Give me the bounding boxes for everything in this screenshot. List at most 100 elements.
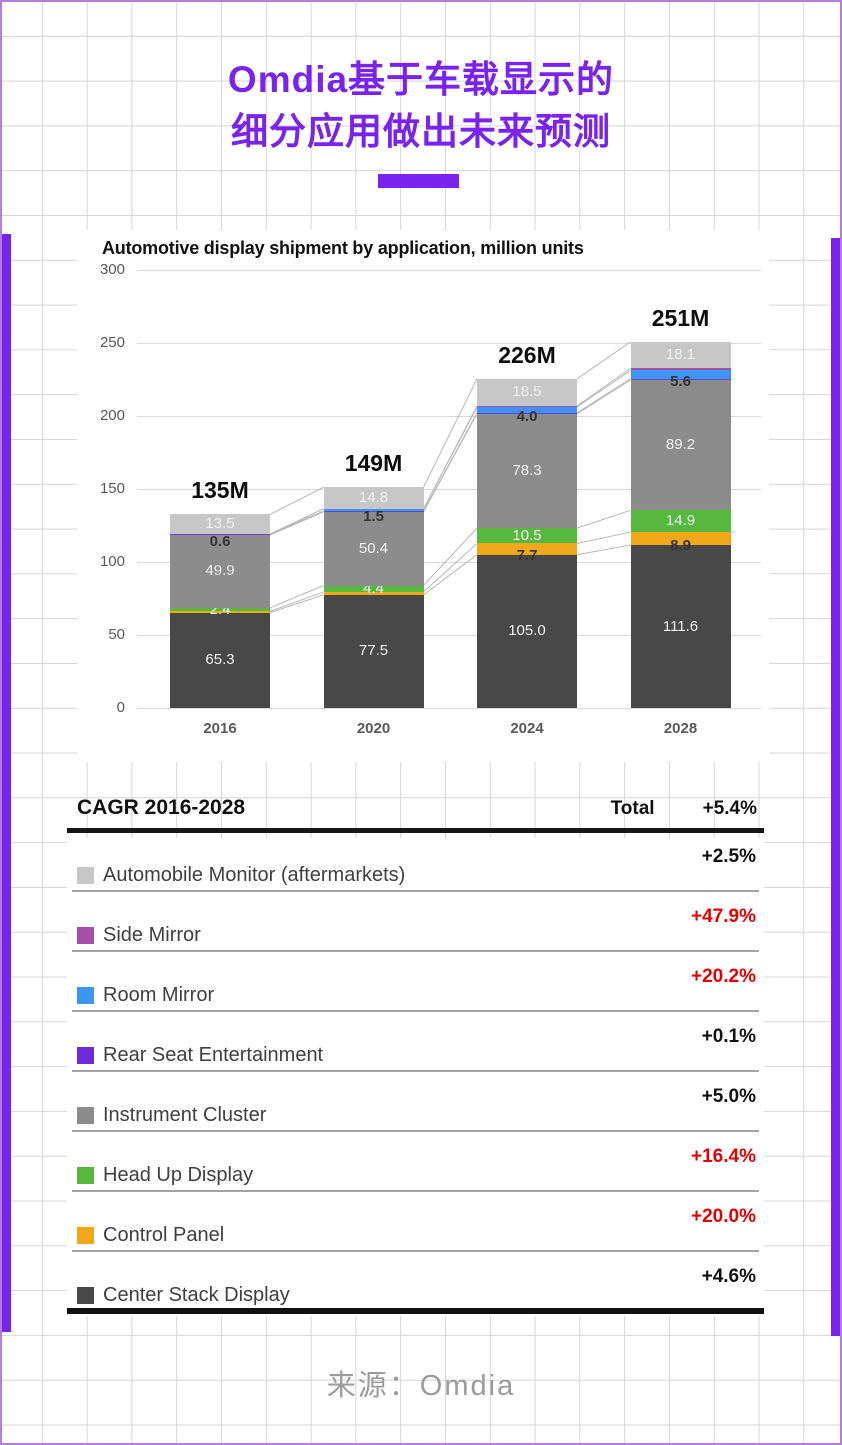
legend-label: Side Mirror [103,924,201,946]
legend-swatch-icon [77,1287,94,1304]
legend-row-divider [72,890,759,892]
legend-cagr-value: +0.1% [701,1026,756,1047]
bar-segment-2016-instrument-cluster [170,534,270,608]
segment-value-label: 78.3 [512,461,542,479]
page-title: Omdia基于车载显示的 细分应用做出未来预测 [2,54,840,158]
cagr-header-rule [67,828,764,833]
legend-row-divider [72,950,759,952]
legend-cagr-value: +20.2% [691,966,756,987]
bar-segment-2020-head-up-display [323,585,424,592]
y-axis-tick-label: 200 [99,407,125,424]
legend-label: Room Mirror [103,984,215,1006]
bar-segment-2028-side-mirror [630,368,731,371]
segment-value-label: 77.5 [358,642,389,660]
segment-value-label: 14.8 [358,489,389,507]
segment-value-label: 14.9 [665,512,696,530]
bar-segment-2028-automobile-monitor-aftermarkets- [630,341,731,369]
plot-area: 300 250 200 150 100 50 0 65.3 2.4 49.9 0.6 13.5 135M… [77,230,769,762]
segment-value-label: 5.6 [670,372,691,390]
cagr-total-value: +5.4% [702,798,757,819]
chart-title: Automotive display shipment by applicati… [102,238,584,258]
y-axis-tick-label: 0 [116,699,125,716]
legend-label-group: Head Up Display [77,1164,253,1187]
bar-segment-2028-instrument-cluster [630,380,731,511]
segment-value-label: 1.5 [363,507,384,525]
legend-bottom-rule [67,1308,764,1314]
bar-segment-2016-control-panel [170,611,270,613]
legend-label: Automobile Monitor (aftermarkets) [103,864,406,886]
y-axis-tick-label: 250 [99,334,125,351]
segment-value-label: 8.9 [670,536,691,554]
y-axis-tick-label: 300 [99,261,125,278]
segment-value-label: 105.0 [508,622,546,640]
segment-value-label: 49.9 [205,562,235,580]
y-gridline [137,635,761,636]
legend-swatch-icon [77,1107,94,1124]
legend-row-rear-seat-entertainment: +0.1% Rear Seat Entertainment [73,1024,758,1070]
title-underline [378,174,459,188]
bar-segment-2016-rear-seat-entertainment [170,534,270,535]
legend-swatch-icon [77,927,94,944]
legend-swatch-icon [77,987,94,1004]
bar-segment-2024-control-panel [477,543,577,555]
segment-value-label: 89.2 [665,436,696,454]
legend-label: Control Panel [103,1224,225,1246]
legend-row-divider [72,1190,759,1192]
bar-segment-2028-head-up-display [630,510,731,533]
x-axis-label-2016: 2016 [203,720,237,737]
bar-segment-2024-rear-seat-entertainment [477,412,577,414]
legend-swatch-icon [77,1047,94,1064]
legend-label-group: Side Mirror [77,924,201,947]
page-title-line1: Omdia基于车载显示的 [227,59,615,100]
bar-segment-2028-center-stack-display [630,545,731,708]
legend-label-group: Control Panel [77,1224,224,1247]
legend-row-divider [72,1130,759,1132]
bar-segment-2020-automobile-monitor-aftermarkets- [323,487,424,509]
legend-cagr-value: +20.0% [691,1206,756,1227]
x-axis-label-2024: 2024 [510,720,544,737]
bar-segment-2028-room-mirror [630,370,731,379]
bar-segment-2028-rear-seat-entertainment [630,378,731,381]
legend-label-group: Automobile Monitor (aftermarkets) [77,864,405,887]
legend-label: Instrument Cluster [103,1104,267,1126]
bar-total-label-2020: 149M [344,450,403,477]
legend-row-room-mirror: +20.2% Room Mirror [73,964,758,1010]
segment-value-label: 10.5 [512,526,542,544]
page-title-line2: 细分应用做出未来预测 [231,111,611,152]
left-accent-bar [2,234,11,1332]
legend-swatch-icon [77,867,94,884]
segment-value-label: 50.4 [358,539,389,557]
legend-row-head-up-display: +16.4% Head Up Display [73,1144,758,1190]
legend-swatch-icon [77,1167,94,1184]
legend-label: Center Stack Display [103,1284,290,1306]
bar-segment-2020-control-panel [323,591,424,595]
bar-segment-2024-automobile-monitor-aftermarkets- [477,378,577,406]
legend-cagr-value: +4.6% [701,1266,756,1287]
legend-label-group: Rear Seat Entertainment [77,1044,323,1067]
legend-row-divider [72,1250,759,1252]
legend-row-automobile-monitor-aftermarkets-: +2.5% Automobile Monitor (aftermarkets) [73,844,758,890]
legend-table: +2.5% Automobile Monitor (aftermarkets) +4… [67,838,764,1316]
bar-segment-2020-rear-seat-entertainment [323,511,424,512]
bar-total-label-2024: 226M [498,341,556,368]
bar-segment-2020-instrument-cluster [323,511,424,586]
bar-segment-2028-control-panel [630,532,731,546]
cagr-header: CAGR 2016-2028 Total +5.4% [77,796,757,820]
bar-total-label-2016: 135M [191,477,249,504]
segment-value-label: 7.7 [516,547,538,565]
y-gridline [137,343,761,344]
y-axis-tick-label: 100 [99,553,125,570]
legend-row-divider [72,1010,759,1012]
y-axis-tick-label: 150 [99,480,125,497]
legend-label-group: Center Stack Display [77,1284,290,1307]
segment-value-label: 65.3 [205,651,235,669]
segment-value-label: 18.5 [512,383,542,401]
legend-row-instrument-cluster: +5.0% Instrument Cluster [73,1084,758,1130]
legend-cagr-value: +16.4% [691,1146,756,1167]
bar-segment-2024-instrument-cluster [477,413,577,529]
bar-segment-2016-automobile-monitor-aftermarkets- [170,514,270,535]
chart-panel: 300 250 200 150 100 50 0 65.3 2.4 49.9 0.6 13.5 135M… [77,230,769,762]
x-axis-label-2020: 2020 [356,720,391,737]
legend-label-group: Instrument Cluster [77,1104,266,1127]
